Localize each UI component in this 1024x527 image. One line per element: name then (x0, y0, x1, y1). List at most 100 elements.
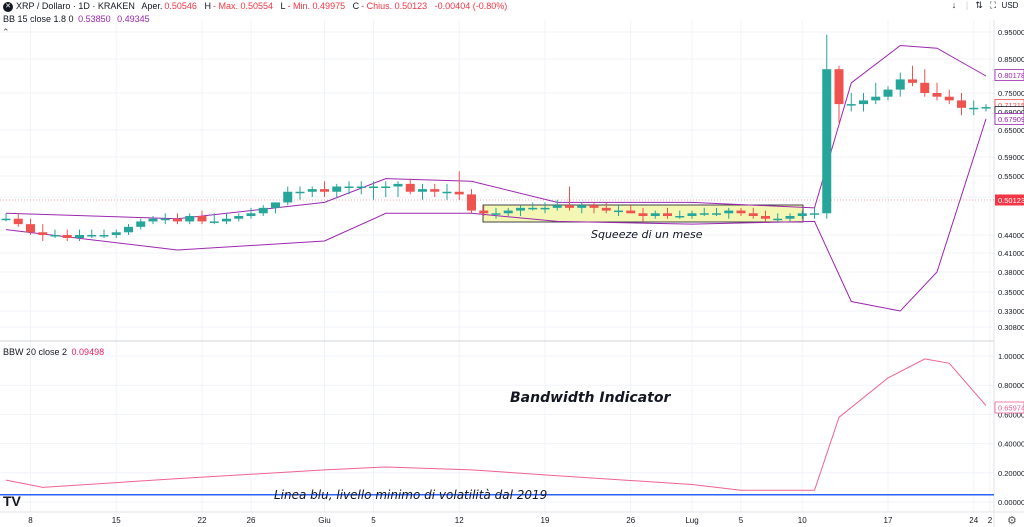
bbw-indicator (0, 358, 994, 496)
arrow-down-icon[interactable]: ↓ (951, 0, 957, 10)
candle (173, 213, 182, 225)
svg-text:0.71215: 0.71215 (998, 101, 1024, 110)
bbw-line (5, 358, 987, 491)
bandwidth-annotation: Bandwidth Indicator (510, 390, 671, 406)
candle (454, 171, 464, 200)
bbw-tick-label: 0.40000 (998, 440, 1024, 449)
change-value: -0.00404 (-0.80%) (434, 1, 508, 11)
candle (38, 224, 48, 241)
candle (369, 181, 378, 200)
candle (773, 213, 783, 222)
candle (405, 178, 415, 195)
candle (234, 213, 244, 222)
bbw-axis: 1.00000 0.80000 0.60000 0.40000 0.20000 0.000… (994, 352, 1024, 507)
candle (736, 207, 746, 216)
time-tick-label: 24 (969, 516, 978, 525)
bollinger-bands (5, 44, 987, 312)
candle (1, 213, 11, 222)
time-axis: 8 15 22 26 Giu 5 12 19 26 Lug 5 10 17 24 2 (28, 516, 993, 525)
candle (356, 181, 366, 195)
candle (528, 202, 538, 211)
bbw-tick-label: 1.00000 (998, 352, 1024, 361)
settings-gear-icon[interactable]: ⚙ (1007, 515, 1017, 527)
candle (62, 229, 72, 241)
candle (344, 181, 354, 195)
candle (614, 205, 623, 216)
candle (846, 93, 856, 112)
time-tick-label: 8 (28, 516, 33, 525)
candle (810, 207, 819, 219)
candle (283, 186, 293, 206)
candle (246, 207, 256, 219)
candle (13, 213, 23, 227)
candle (871, 82, 881, 105)
candle (675, 210, 685, 219)
candle (148, 216, 158, 225)
svg-text:0.69000: 0.69000 (998, 108, 1024, 117)
squeeze-annotation: Squeeze di un mese (591, 228, 703, 241)
candle (650, 210, 660, 219)
time-tick-label: 15 (112, 516, 121, 525)
time-tick-label: 17 (884, 516, 893, 525)
bbw-tick-label: 0.60000 (998, 410, 1024, 419)
candle (271, 202, 280, 214)
maximize-icon[interactable]: ⛶ (989, 0, 997, 10)
candle (160, 213, 170, 225)
time-tick-label: 2 (988, 516, 993, 525)
candle (957, 93, 966, 116)
candle (111, 229, 121, 238)
candle (761, 210, 770, 222)
currency-label[interactable]: USD (1001, 1, 1019, 10)
chart-grid (0, 20, 994, 512)
xrp-logo-icon: ✕ (3, 2, 13, 12)
candle (822, 34, 832, 219)
price-tick-label: 0.75000 (998, 89, 1024, 98)
bb-upper-band (5, 44, 987, 220)
time-tick-label: 5 (739, 516, 744, 525)
price-axis: 0.95000 0.85000 0.75000 0.65000 0.59000 0.550… (994, 28, 1024, 332)
svg-text:0.67909: 0.67909 (998, 115, 1024, 124)
candle (638, 207, 648, 222)
candle (467, 189, 476, 214)
price-tick-label: 0.65000 (998, 126, 1024, 135)
high-value: - Max. 0.50554 (212, 1, 274, 11)
candle (491, 207, 501, 219)
svg-text:0.50123: 0.50123 (998, 196, 1024, 205)
candle (589, 202, 599, 214)
price-tick-label: 0.59000 (998, 153, 1024, 162)
candle (197, 210, 207, 225)
candles-group (1, 34, 991, 241)
symbol-title[interactable]: XRP / Dollaro · 1D · KRAKEN (16, 1, 135, 11)
toolbar-separator: | (965, 0, 969, 10)
time-tick-label: 26 (626, 516, 635, 525)
bb-lower-band (5, 118, 987, 312)
price-tick-label: 0.38000 (998, 268, 1024, 277)
candle (895, 72, 905, 97)
candle (577, 202, 587, 214)
candle (552, 199, 562, 211)
candle (834, 65, 844, 123)
candle (687, 210, 697, 219)
price-tick-label: 0.85000 (998, 55, 1024, 64)
candle (626, 205, 636, 214)
candle (565, 186, 574, 211)
candle (258, 205, 268, 216)
candle (209, 213, 219, 225)
time-tick-label: 12 (455, 516, 464, 525)
candle (944, 89, 954, 105)
time-tick-label: 19 (541, 516, 550, 525)
bbw-legend[interactable]: BBW 20 close 2 0.09498 (3, 347, 105, 357)
candle (699, 207, 709, 216)
bbw-tick-label: 0.20000 (998, 469, 1024, 478)
candle (503, 207, 513, 216)
tradingview-logo[interactable]: TV (3, 493, 21, 509)
lock-scale-icon[interactable]: ⇅ (975, 0, 983, 10)
time-tick-label: 26 (247, 516, 256, 525)
candle (295, 186, 305, 200)
price-tick-label: 0.44000 (998, 231, 1024, 240)
candle (663, 207, 672, 219)
candle (26, 218, 35, 235)
bb-legend[interactable]: BB 15 close 1.8 0 0.53850 0.49345 (3, 14, 150, 24)
candle (516, 205, 525, 216)
